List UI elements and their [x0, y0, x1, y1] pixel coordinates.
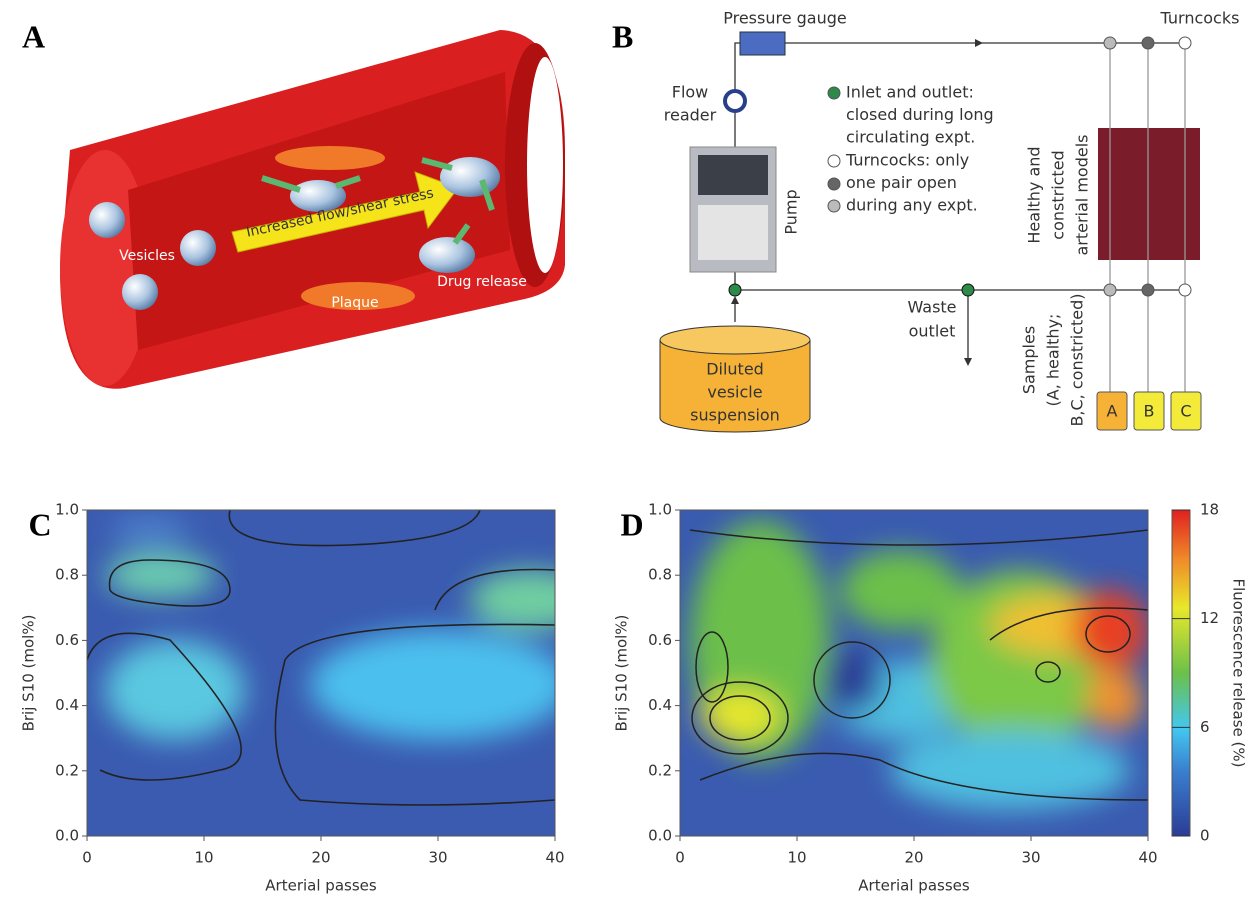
artery-illustration — [60, 30, 565, 389]
x-tick-label: 20 — [311, 849, 330, 867]
label: constricted — [1049, 150, 1068, 239]
x-tick-label: 10 — [194, 849, 213, 867]
label: arterial models — [1073, 134, 1092, 255]
samples-label: Samples (A, healthy; B,C, constricted) — [1020, 293, 1087, 426]
sample-label: B — [1144, 402, 1155, 421]
legend: Inlet and outlet: closed during long circu… — [845, 83, 994, 215]
y-tick-label: 0.0 — [55, 827, 79, 845]
x-tick-label: 30 — [428, 849, 447, 867]
colorbar-tick-label: 0 — [1200, 827, 1210, 845]
label: Drug release — [437, 274, 527, 290]
y-tick-label: 0.2 — [55, 761, 79, 779]
heatmap-field — [680, 510, 1148, 836]
label: Healthy and — [1025, 146, 1044, 243]
colorbar-tick-label: 18 — [1200, 501, 1219, 519]
panel-label: D — [620, 506, 643, 542]
sample-label: A — [1107, 402, 1118, 421]
label: Pressure gauge — [723, 9, 847, 28]
legend-line: one pair open — [846, 173, 957, 192]
label: suspension — [690, 406, 780, 425]
colorbar — [1172, 510, 1190, 836]
label: Plaque — [331, 295, 378, 311]
legend-line: Turncocks: only — [845, 150, 969, 169]
label: Samples — [1020, 326, 1039, 394]
label: Waste — [907, 298, 956, 317]
panel-label: A — [22, 18, 45, 54]
x-tick-label: 20 — [904, 849, 923, 867]
label: Turncocks — [1160, 9, 1240, 28]
colorbar-label: Fluorescence release (%) — [1230, 578, 1248, 767]
y-tick-label: 0.4 — [55, 696, 79, 714]
label: Flow — [672, 83, 709, 102]
x-tick-label: 40 — [545, 849, 564, 867]
y-axis-label: Brij S10 (mol%) — [613, 615, 631, 732]
y-tick-label: 1.0 — [55, 501, 79, 519]
y-tick-label: 0.6 — [648, 631, 672, 649]
colorbar-tick-label: 12 — [1200, 609, 1219, 627]
label: Pump — [782, 189, 801, 234]
y-tick-label: 0.0 — [648, 827, 672, 845]
label: Vesicles — [119, 248, 175, 264]
panel-label: C — [28, 506, 51, 542]
models-label: Healthy and constricted arterial models — [1025, 134, 1092, 255]
label: Diluted — [706, 360, 764, 379]
x-axis-label: Arterial passes — [858, 877, 970, 895]
y-tick-label: 0.6 — [55, 631, 79, 649]
legend-line: Inlet and outlet: — [846, 83, 974, 102]
label: (A, healthy; — [1044, 314, 1063, 407]
label: outlet — [909, 322, 956, 341]
x-tick-label: 0 — [82, 849, 92, 867]
legend-line: during any expt. — [846, 196, 978, 215]
y-tick-label: 1.0 — [648, 501, 672, 519]
heatmap-field — [87, 510, 590, 836]
label: reader — [664, 106, 717, 125]
x-axis-label: Arterial passes — [265, 877, 377, 895]
legend-line: closed during long — [846, 105, 994, 124]
x-tick-label: 0 — [675, 849, 685, 867]
sample-label: C — [1180, 402, 1191, 421]
figure: A Vesicles Increased flow/shear stress P… — [0, 0, 1256, 899]
x-tick-label: 30 — [1021, 849, 1040, 867]
label: vesicle — [707, 383, 762, 402]
y-tick-label: 0.8 — [648, 566, 672, 584]
colorbar-tick-label: 6 — [1200, 718, 1210, 736]
x-tick-label: 10 — [787, 849, 806, 867]
y-axis-label: Brij S10 (mol%) — [20, 615, 38, 732]
y-tick-label: 0.4 — [648, 696, 672, 714]
y-tick-label: 0.2 — [648, 761, 672, 779]
label: B,C, constricted) — [1068, 293, 1087, 426]
y-tick-label: 0.8 — [55, 566, 79, 584]
x-tick-label: 40 — [1138, 849, 1157, 867]
panel-label: B — [612, 18, 633, 54]
legend-line: circulating expt. — [846, 128, 975, 147]
